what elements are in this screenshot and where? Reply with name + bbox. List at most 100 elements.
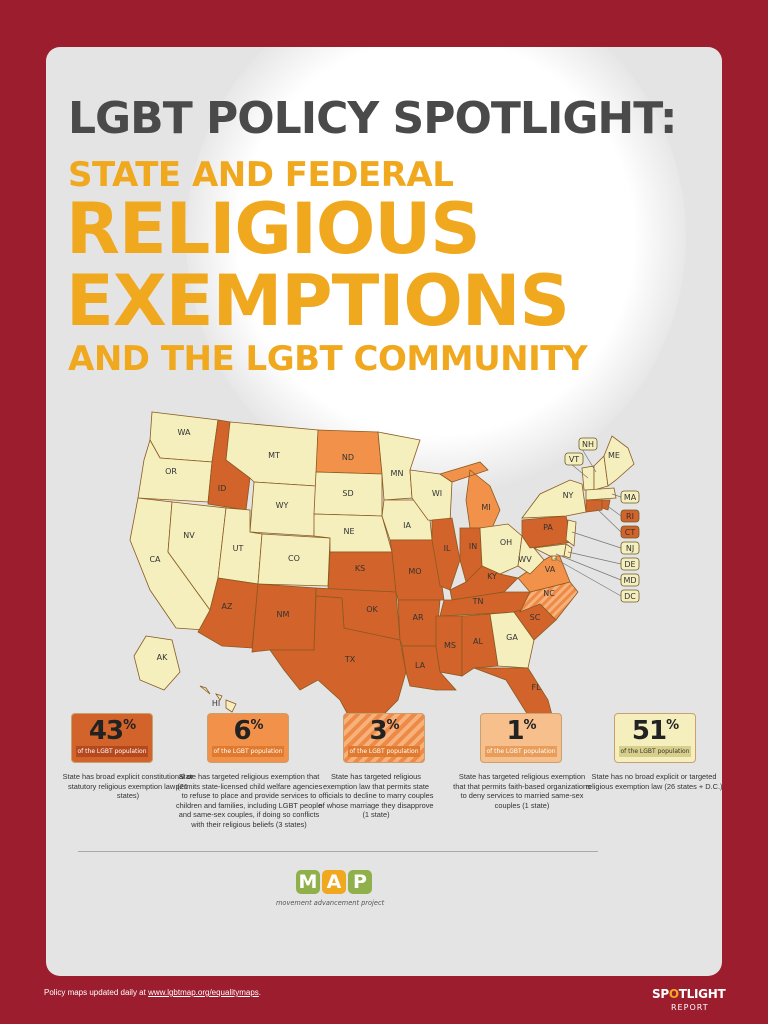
legend-box-broad: 43% of the LGBT population [71,713,153,763]
state-label-al: AL [473,637,483,646]
legend-percent-sign: % [523,718,537,733]
state-GA [489,611,535,669]
state-label-wv: WV [518,555,532,564]
state-label-in: IN [469,542,477,551]
legend-percent-sign: % [386,718,400,733]
state-label-wy: WY [276,501,289,510]
callout-label-ma: MA [624,493,637,502]
callout-box-dc [620,589,640,603]
state-label-pa: PA [543,523,553,532]
callout-line-md [555,553,622,581]
state-label-wi: WI [432,489,442,498]
state-label-ar: AR [412,613,423,622]
state-label-ks: KS [355,564,365,573]
legend-percent-sign: % [250,718,264,733]
state-PA [521,515,573,549]
state-MA [585,487,617,501]
state-label-or: OR [165,467,177,476]
state-WA [149,411,219,463]
state-label-tn: TN [472,597,484,606]
legend-box-childwelfare: 6% of the LGBT population [207,713,289,763]
legend-percent: 1% [481,716,561,746]
legend-box-none: 51% of the LGBT population [614,713,696,763]
callout-vt: VT [564,452,589,479]
state-label-il: IL [444,544,451,553]
callout-box-de [620,557,640,571]
state-AR [397,599,441,647]
state-label-mn: MN [391,469,404,478]
state-label-tx: TX [344,655,356,664]
state-MD [532,543,567,557]
legend-population-label: of the LGBT population [212,746,284,757]
footer-link[interactable]: www.lgbtmap.org/equalitymaps [148,988,259,997]
legend-description-marriage: State has targeted religious exemption l… [318,772,434,820]
legend-description-childwelfare: State has targeted religious exemption t… [175,772,323,829]
legend-percent: 3% [344,716,424,746]
state-label-ms: MS [444,641,456,650]
state-MS [435,615,463,677]
logo-subtitle: movement advancement project [276,899,385,907]
state-NY [521,479,587,519]
state-label-ny: NY [563,491,574,500]
state-label-oh: OH [500,538,512,547]
title-line-3: RELIGIOUS EXEMPTIONS [66,193,570,342]
state-label-sd: SD [342,489,353,498]
callout-de: DE [567,551,640,571]
callout-label-ct: CT [625,528,636,537]
brand-sp: SP [652,987,669,1001]
state-label-nm: NM [277,610,290,619]
legend-percent-value: 3 [369,716,387,746]
logo-letter-m: M [296,870,320,894]
state-label-nd: ND [342,453,354,462]
state-ME [603,435,635,487]
state-label-va: VA [545,565,556,574]
callout-ri: RI [605,504,640,523]
callout-line-ma [611,493,622,498]
state-label-ky: KY [487,572,497,581]
callout-box-ri [620,509,640,523]
callout-label-dc: DC [624,592,636,601]
callout-line-nj [571,531,622,549]
title-line-1: LGBT POLICY SPOTLIGHT: [68,93,677,144]
state-label-ak: AK [157,653,168,662]
divider-rule [78,851,598,852]
callout-line-ct [593,505,622,533]
brand-o: O [668,987,679,1001]
callout-ct: CT [593,505,640,539]
state-label-ca: CA [149,555,161,564]
legend-box-marriage: 3% of the LGBT population [343,713,425,763]
callout-label-nh: NH [582,440,594,449]
state-label-nv: NV [183,531,195,540]
brand-light: TLIGHT [678,987,726,1001]
legend-percent-value: 6 [233,716,251,746]
state-label-mi: MI [481,503,490,512]
state-label-co: CO [288,554,300,563]
state-label-la: LA [415,661,426,670]
title-exemptions: EXEMPTIONS [66,260,570,342]
footer-note: Policy maps updated daily at www.lgbtmap… [44,988,261,997]
footer-text: Policy maps updated daily at [44,988,146,997]
callout-label-ri: RI [626,512,634,521]
state-label-ut: UT [233,544,244,553]
legend-percent-value: 51 [631,716,667,746]
callout-label-md: MD [623,576,636,585]
state-label-id: ID [218,484,227,493]
state-AK [133,635,181,691]
title-line-4: AND THE LGBT COMMUNITY [68,339,588,379]
callout-box-nh [578,437,598,451]
callout-label-vt: VT [569,455,579,464]
background-glow [186,47,686,497]
callout-nj: NJ [571,531,640,555]
logo-letter-p: P [348,870,372,894]
legend-description-none: State has no broad explicit or targeted … [585,772,723,791]
legend-description-broad: State has broad explicit constitutional … [62,772,194,801]
legend-percent-sign: % [123,718,136,733]
logo-letter-a: A [322,870,346,894]
state-label-ga: GA [506,633,518,642]
state-label-sc: SC [530,613,541,622]
legend-percent-value: 43 [88,716,124,746]
title-line-2: STATE AND FEDERAL [68,155,454,195]
state-label-me: ME [608,451,620,460]
state-HI [199,685,237,713]
